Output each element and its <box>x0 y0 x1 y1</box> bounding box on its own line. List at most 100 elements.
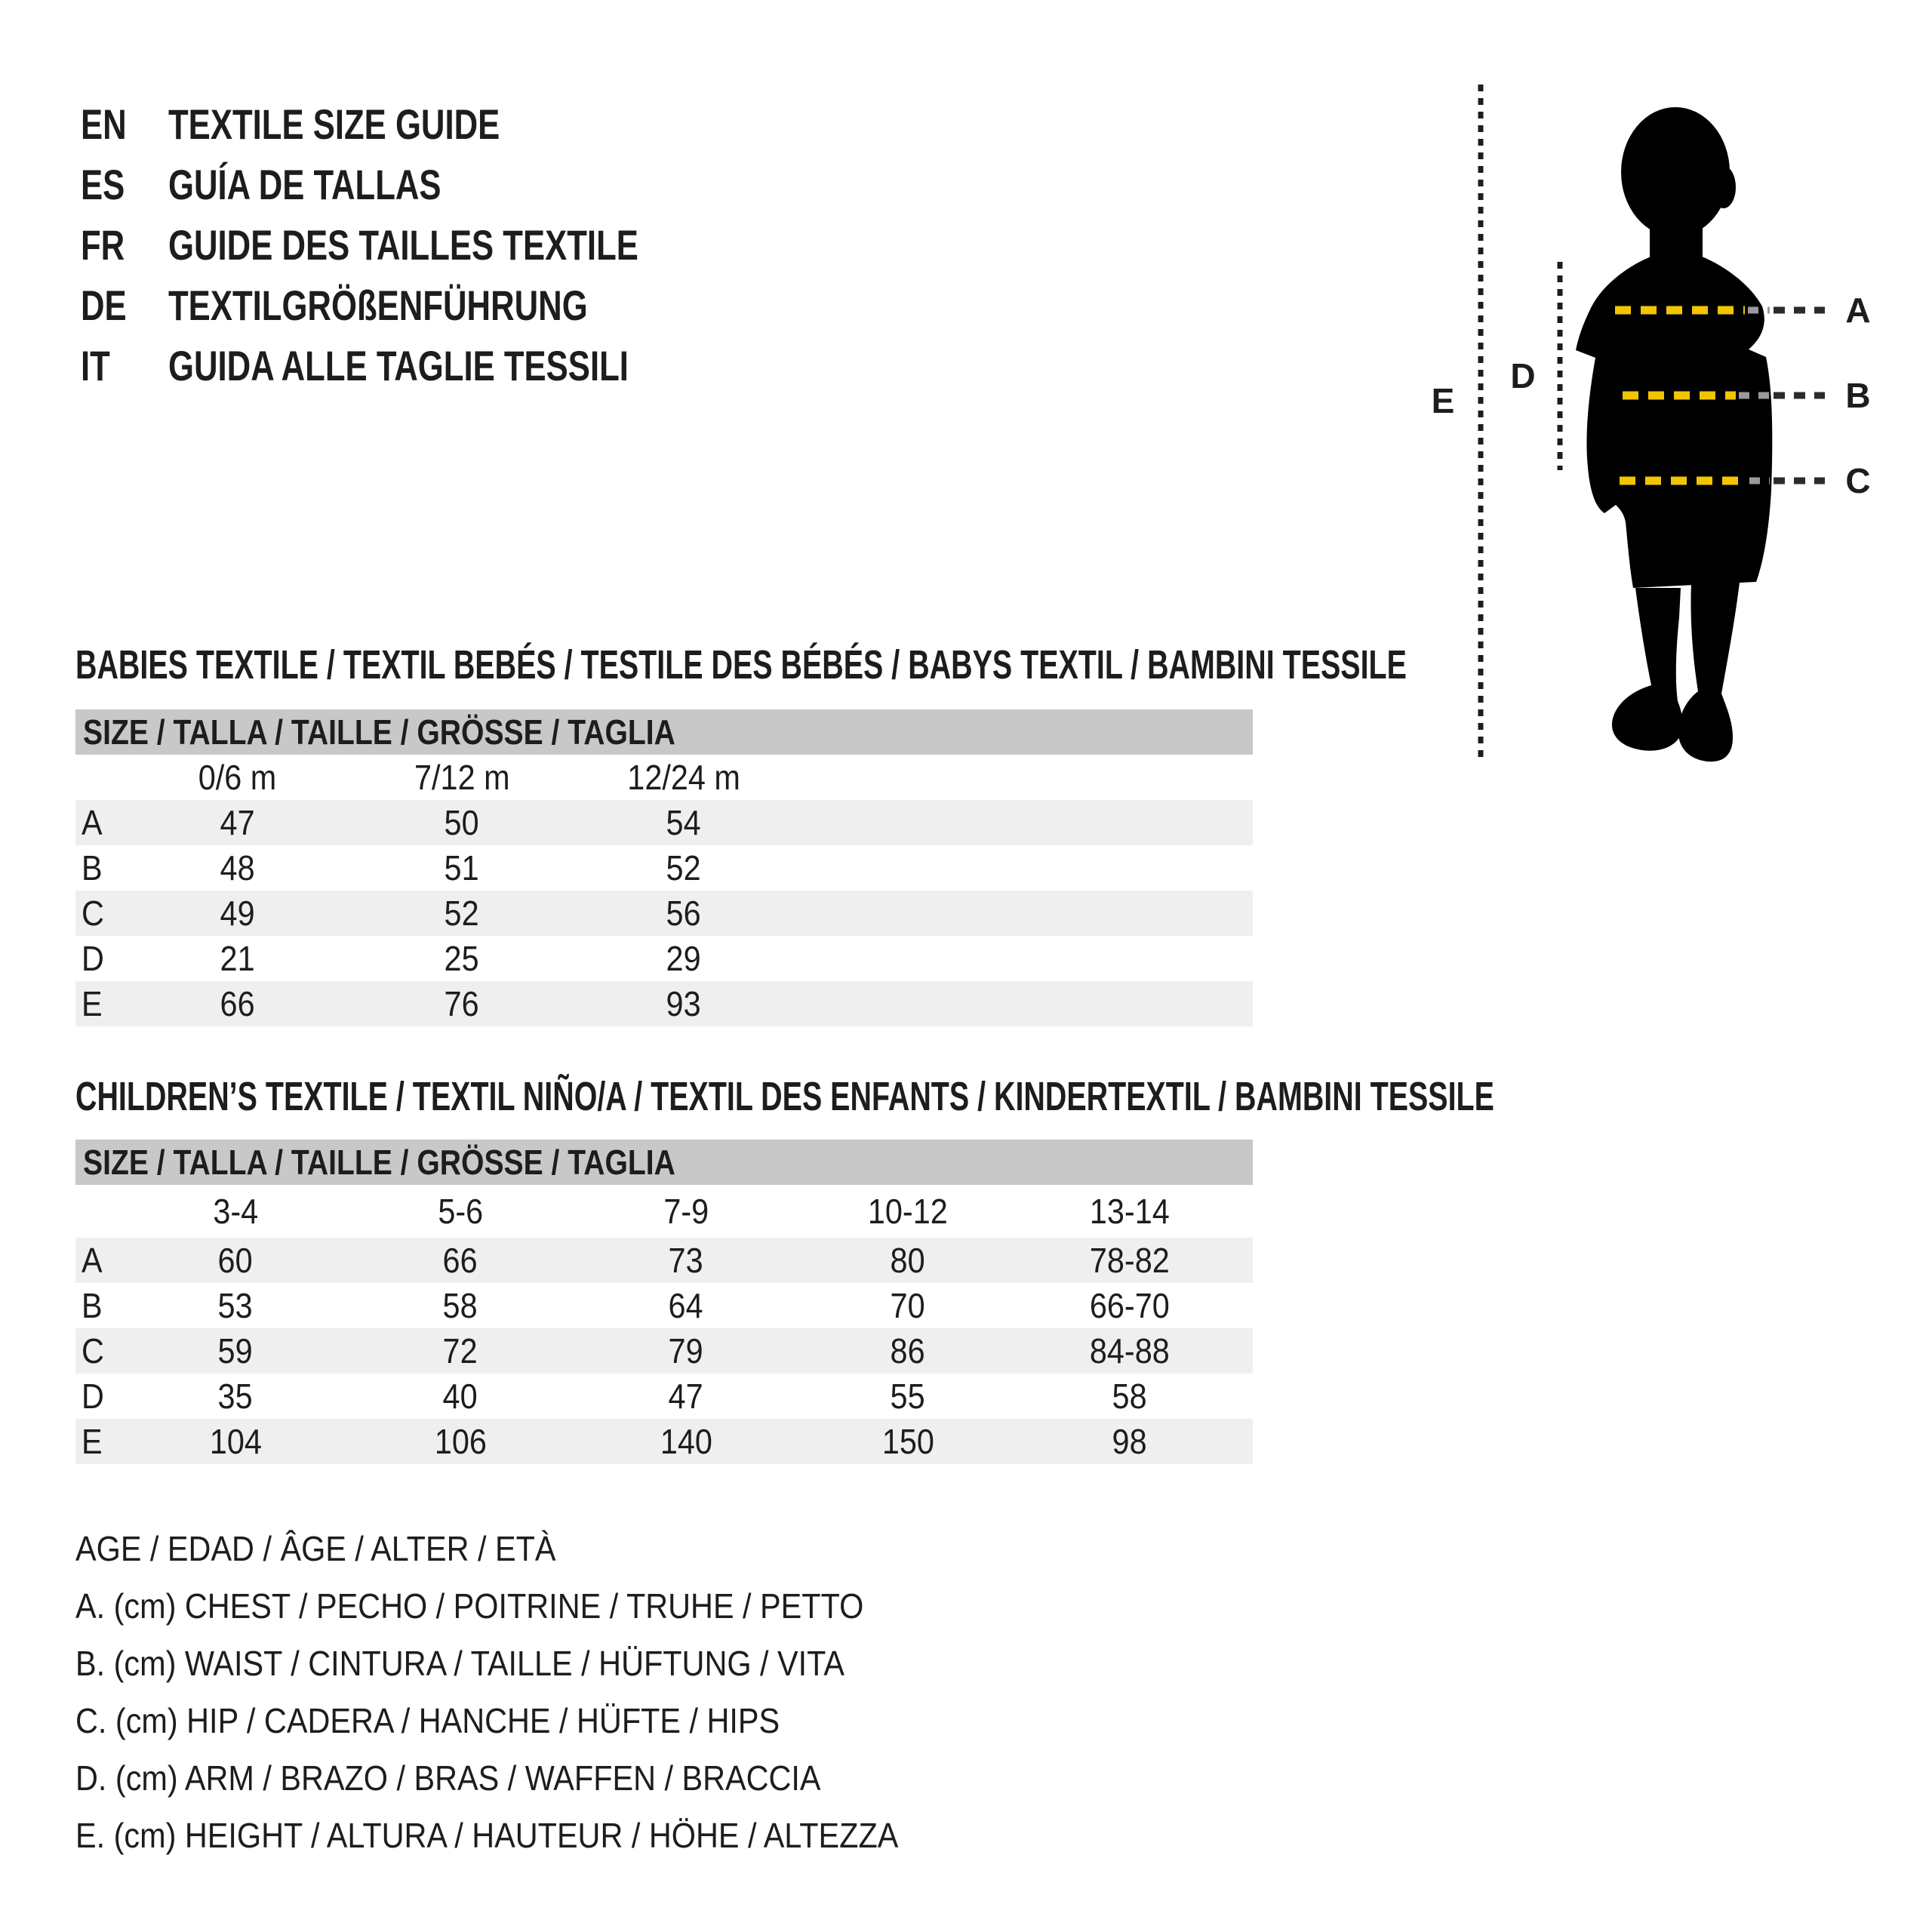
legend-line-text: B. (cm) WAIST / CINTURA / TAILLE / HÜFTU… <box>75 1644 844 1683</box>
size-value-cell: 48 <box>155 845 321 891</box>
size-value-cell: 29 <box>601 936 767 981</box>
silhouette-hair-tuft <box>1712 166 1736 208</box>
silhouette-head <box>1621 107 1730 237</box>
size-value-cell: 52 <box>601 845 767 891</box>
children-section-title: CHILDREN’S TEXTILE / TEXTIL NIÑO/A / TEX… <box>75 1075 1932 1118</box>
arm-marker-label: D <box>1510 356 1535 395</box>
size-value-text: 66 <box>220 984 256 1023</box>
size-value-text: 50 <box>444 803 480 842</box>
size-value-cell: 72 <box>377 1328 543 1374</box>
legend-line: AGE / EDAD / ÂGE / ALTER / ETÀ <box>75 1526 609 1571</box>
size-value-text: 47 <box>220 803 256 842</box>
size-value-text: 53 <box>217 1286 254 1325</box>
size-value-cell: 50 <box>379 800 545 845</box>
size-value-cell: 140 <box>603 1419 769 1464</box>
table-row: A 60 66 73 80 78-82 <box>75 1238 1253 1283</box>
size-value-cell: 106 <box>377 1419 543 1464</box>
column-header: 10-12 <box>825 1185 991 1238</box>
row-label: B <box>82 1283 105 1328</box>
row-label-text: E <box>82 984 103 1023</box>
size-value-cell: 98 <box>1047 1419 1213 1464</box>
legend-line: B. (cm) WAIST / CINTURA / TAILLE / HÜFTU… <box>75 1641 930 1686</box>
legend-line: C. (cm) HIP / CADERA / HANCHE / HÜFTE / … <box>75 1698 858 1743</box>
size-value-cell: 25 <box>379 936 545 981</box>
size-value-cell: 66 <box>377 1238 543 1283</box>
row-label-text: C <box>82 1331 104 1371</box>
size-value-text: 78-82 <box>1090 1241 1170 1280</box>
size-value-text: 140 <box>660 1422 712 1461</box>
size-value-text: 70 <box>890 1286 926 1325</box>
language-code-text: ES <box>81 161 125 208</box>
babies-section-title: BABIES TEXTILE / TEXTIL BEBÉS / TESTILE … <box>75 643 1899 687</box>
guide-title-text: GUIDA ALLE TAGLIE TESSILI <box>168 342 629 389</box>
size-value-text: 35 <box>217 1377 254 1416</box>
size-value-cell: 54 <box>601 800 767 845</box>
table-row: C 49 52 56 <box>75 891 1253 936</box>
size-value-text: 106 <box>434 1422 487 1461</box>
table-row: E 66 76 93 <box>75 981 1253 1026</box>
size-value-text: 64 <box>668 1286 704 1325</box>
size-value-text: 48 <box>220 848 256 888</box>
column-header-text: 3-4 <box>213 1192 258 1231</box>
size-value-text: 21 <box>220 939 256 978</box>
guide-title: GUIDE DES TAILLES TEXTILE <box>168 215 771 275</box>
size-value-cell: 93 <box>601 981 767 1026</box>
size-value-cell: 66 <box>155 981 321 1026</box>
size-value-text: 73 <box>668 1241 704 1280</box>
size-value-cell: 86 <box>825 1328 991 1374</box>
guide-title-text: TEXTILGRÖßENFÜHRUNG <box>168 281 588 329</box>
row-label-text: A <box>82 1241 103 1280</box>
silhouette-torso <box>1576 251 1773 588</box>
size-value-cell: 56 <box>601 891 767 936</box>
size-value-cell: 76 <box>379 981 545 1026</box>
table-row: D 35 40 47 55 58 <box>75 1374 1253 1419</box>
column-header: 7/12 m <box>379 755 545 800</box>
size-value-text: 76 <box>444 984 480 1023</box>
row-label-text: D <box>82 1377 104 1416</box>
size-value-cell: 51 <box>379 845 545 891</box>
size-header-label: SIZE / TALLA / TAILLE / GRÖSSE / TAGLIA <box>83 1143 675 1182</box>
size-value-text: 58 <box>442 1286 478 1325</box>
size-value-text: 80 <box>890 1241 926 1280</box>
silhouette-right-leg <box>1678 583 1740 762</box>
language-row: ES GUÍA DE TALLAS <box>0 155 906 215</box>
size-value-text: 40 <box>442 1377 478 1416</box>
guide-title-text: GUIDE DES TAILLES TEXTILE <box>168 221 638 269</box>
table-row: B 48 51 52 <box>75 845 1253 891</box>
size-value-cell: 70 <box>825 1283 991 1328</box>
size-value-cell: 79 <box>603 1328 769 1374</box>
size-value-text: 49 <box>220 894 256 933</box>
size-value-text: 60 <box>217 1241 254 1280</box>
size-value-cell: 60 <box>152 1238 318 1283</box>
size-value-text: 104 <box>209 1422 262 1461</box>
size-value-cell: 35 <box>152 1374 318 1419</box>
language-row: IT GUIDA ALLE TAGLIE TESSILI <box>0 336 906 396</box>
row-label: C <box>82 891 106 936</box>
size-value-text: 25 <box>444 939 480 978</box>
size-value-text: 55 <box>890 1377 926 1416</box>
size-value-text: 79 <box>668 1331 704 1371</box>
legend-line-text: A. (cm) CHEST / PECHO / POITRINE / TRUHE… <box>75 1586 864 1626</box>
guide-title: TEXTILE SIZE GUIDE <box>168 94 593 155</box>
language-code: FR <box>81 215 137 275</box>
size-value-text: 54 <box>666 803 702 842</box>
silhouette-left-leg <box>1611 588 1683 751</box>
size-value-cell: 80 <box>825 1238 991 1283</box>
size-value-cell: 59 <box>152 1328 318 1374</box>
column-header: 3-4 <box>152 1185 318 1238</box>
size-value-cell: 58 <box>377 1283 543 1328</box>
guide-title: GUIDA ALLE TAGLIE TESSILI <box>168 336 758 396</box>
legend-line-text: C. (cm) HIP / CADERA / HANCHE / HÜFTE / … <box>75 1701 780 1740</box>
size-header-band: SIZE / TALLA / TAILLE / GRÖSSE / TAGLIA <box>75 1140 1253 1185</box>
size-value-text: 66-70 <box>1090 1286 1170 1325</box>
language-row: EN TEXTILE SIZE GUIDE <box>0 94 906 155</box>
language-code: ES <box>81 155 137 215</box>
height-marker-label: E <box>1432 381 1455 420</box>
hip-marker-label: C <box>1845 461 1870 500</box>
column-header-text: 5-6 <box>438 1192 483 1231</box>
legend-line: E. (cm) HEIGHT / ALTURA / HAUTEUR / HÖHE… <box>75 1813 990 1858</box>
row-label-text: E <box>82 1422 103 1461</box>
language-code-text: DE <box>81 281 127 329</box>
language-code: EN <box>81 94 140 155</box>
